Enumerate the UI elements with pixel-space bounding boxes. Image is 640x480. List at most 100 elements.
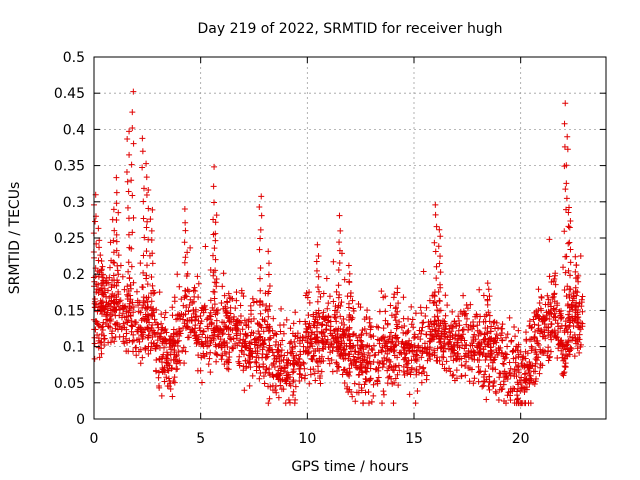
data-point (237, 337, 244, 344)
data-point (100, 319, 107, 326)
data-point (379, 364, 386, 371)
data-point (203, 316, 210, 323)
data-point (228, 336, 235, 343)
data-point (401, 345, 408, 352)
data-point (337, 302, 344, 309)
data-point (95, 257, 102, 264)
data-point (163, 355, 170, 362)
data-point (105, 287, 112, 294)
data-point (450, 371, 457, 378)
data-point (282, 377, 289, 384)
data-point (416, 369, 423, 376)
data-point (273, 372, 280, 379)
data-point (166, 340, 173, 347)
data-point (170, 326, 177, 333)
data-point (212, 256, 219, 263)
data-point (282, 400, 289, 407)
data-point (223, 312, 230, 319)
data-point (296, 378, 303, 385)
grid (94, 57, 606, 419)
data-point (564, 146, 571, 153)
data-point (561, 120, 568, 127)
data-point (395, 362, 402, 369)
data-point (492, 354, 499, 361)
data-point (148, 290, 155, 297)
data-point (219, 352, 226, 359)
data-point (566, 304, 573, 311)
data-point (224, 309, 231, 316)
data-point (143, 224, 150, 231)
data-point (360, 357, 367, 364)
data-point (437, 253, 444, 260)
data-point (498, 386, 505, 393)
data-point (337, 227, 344, 234)
data-point (256, 204, 263, 211)
data-point (328, 341, 335, 348)
data-point (211, 301, 218, 308)
data-point (433, 263, 440, 270)
data-point (568, 345, 575, 352)
data-point (480, 292, 487, 299)
data-point (336, 239, 343, 246)
data-point (139, 164, 146, 171)
data-point (474, 322, 481, 329)
data-point (135, 348, 142, 355)
data-point (144, 262, 151, 269)
data-point (550, 277, 557, 284)
data-point (538, 307, 545, 314)
data-point (137, 360, 144, 367)
data-point (124, 291, 131, 298)
data-point (212, 230, 219, 237)
data-point (572, 268, 579, 275)
data-point (105, 339, 112, 346)
data-point (433, 275, 440, 282)
data-point (101, 285, 108, 292)
data-point (213, 351, 220, 358)
data-point (276, 358, 283, 365)
data-point (223, 298, 230, 305)
data-point (401, 322, 408, 329)
data-point (401, 351, 408, 358)
data-point (335, 363, 342, 370)
data-point (572, 315, 579, 322)
data-point (393, 321, 400, 328)
data-point (100, 279, 107, 286)
data-point (145, 186, 152, 193)
data-point (331, 311, 338, 318)
data-point (465, 324, 472, 331)
data-point (424, 350, 431, 357)
data-point (346, 351, 353, 358)
data-point (420, 364, 427, 371)
data-point (134, 297, 141, 304)
data-point (149, 322, 156, 329)
data-point (265, 313, 272, 320)
data-point (312, 377, 319, 384)
data-point (113, 238, 120, 245)
data-point (279, 337, 286, 344)
data-point (186, 326, 193, 333)
data-point (140, 252, 147, 259)
data-point (355, 349, 362, 356)
data-point (111, 304, 118, 311)
data-point (98, 266, 105, 273)
data-point (182, 323, 189, 330)
data-point (361, 381, 368, 388)
data-point (287, 382, 294, 389)
data-point (167, 386, 174, 393)
data-point (379, 334, 386, 341)
data-point (260, 363, 267, 370)
data-point (193, 340, 200, 347)
data-point (276, 363, 283, 370)
data-point (371, 352, 378, 359)
data-point (239, 340, 246, 347)
data-point (447, 353, 454, 360)
data-point (314, 328, 321, 335)
data-point (359, 400, 366, 407)
data-point (569, 297, 576, 304)
data-point (163, 349, 170, 356)
data-point (346, 372, 353, 379)
data-point (406, 391, 413, 398)
data-point (363, 376, 370, 383)
data-point (462, 342, 469, 349)
data-point (270, 315, 277, 322)
